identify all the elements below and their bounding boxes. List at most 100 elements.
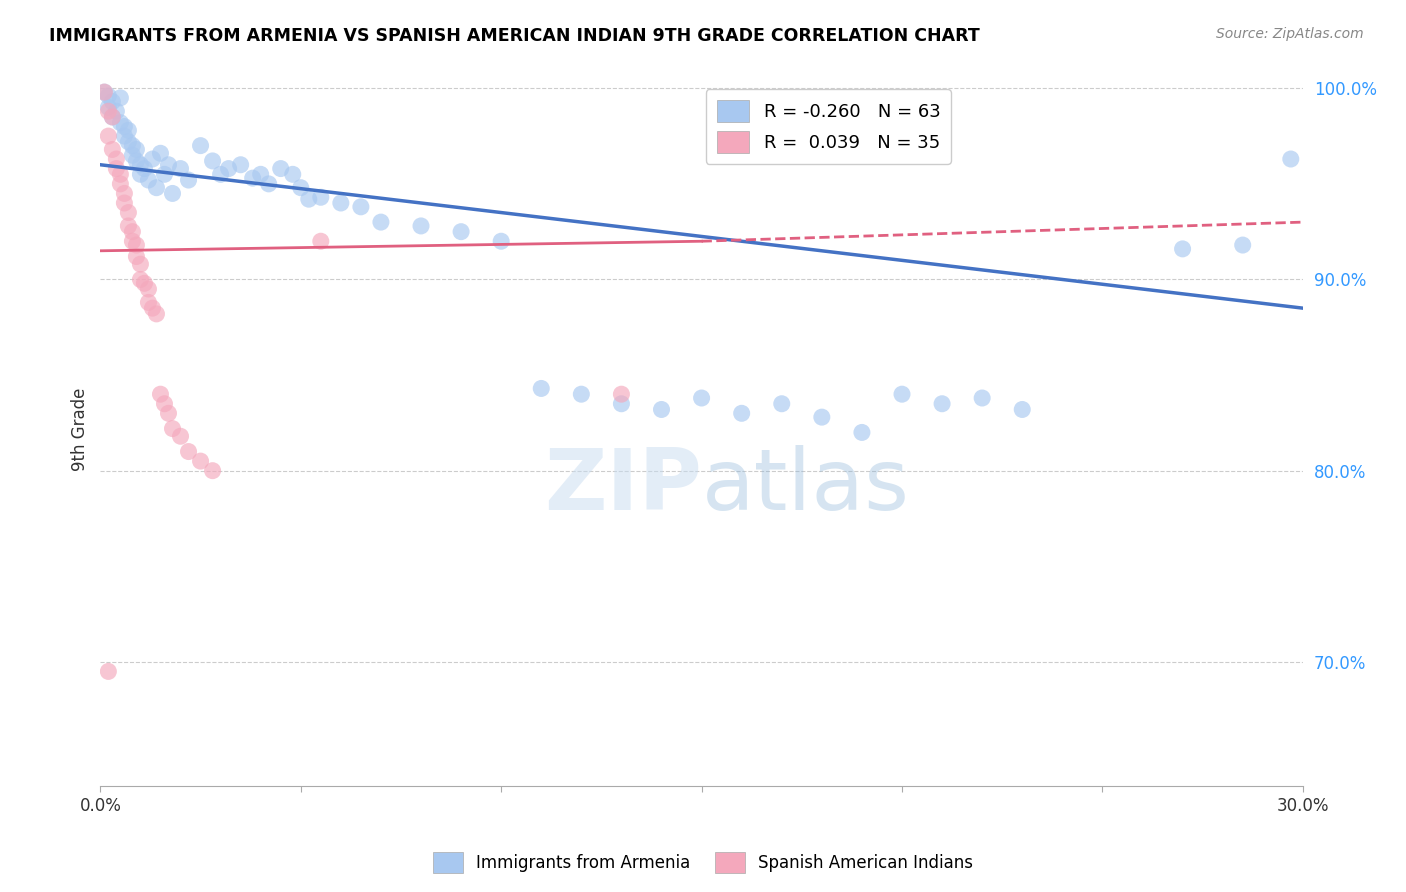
- Point: [138, 282, 160, 296]
- Point: [770, 397, 793, 411]
- Point: [190, 138, 212, 153]
- Point: [110, 177, 132, 191]
- Point: [409, 219, 432, 233]
- Point: [121, 225, 143, 239]
- Point: [121, 148, 143, 162]
- Point: [141, 301, 163, 315]
- Point: [101, 110, 124, 124]
- Point: [125, 143, 148, 157]
- Text: ZIP: ZIP: [544, 445, 702, 528]
- Point: [97, 104, 120, 119]
- Point: [610, 397, 633, 411]
- Point: [129, 167, 152, 181]
- Point: [1011, 402, 1033, 417]
- Point: [105, 104, 128, 119]
- Point: [138, 173, 160, 187]
- Point: [309, 190, 332, 204]
- Point: [1279, 152, 1302, 166]
- Point: [851, 425, 873, 440]
- Point: [93, 85, 115, 99]
- Point: [129, 272, 152, 286]
- Point: [177, 173, 200, 187]
- Point: [125, 238, 148, 252]
- Point: [972, 391, 994, 405]
- Point: [112, 120, 135, 134]
- Point: [110, 116, 132, 130]
- Point: [138, 295, 160, 310]
- Point: [125, 250, 148, 264]
- Point: [229, 158, 252, 172]
- Point: [112, 186, 135, 201]
- Legend: Immigrants from Armenia, Spanish American Indians: Immigrants from Armenia, Spanish America…: [426, 846, 980, 880]
- Point: [249, 167, 271, 181]
- Point: [117, 219, 139, 233]
- Point: [931, 397, 953, 411]
- Point: [450, 225, 472, 239]
- Point: [129, 257, 152, 271]
- Point: [117, 123, 139, 137]
- Point: [101, 143, 124, 157]
- Point: [117, 205, 139, 219]
- Point: [121, 234, 143, 248]
- Point: [190, 454, 212, 468]
- Point: [125, 153, 148, 168]
- Point: [134, 277, 156, 291]
- Point: [530, 381, 553, 395]
- Point: [290, 180, 312, 194]
- Point: [162, 421, 184, 435]
- Point: [1171, 242, 1194, 256]
- Point: [169, 161, 191, 176]
- Point: [309, 234, 332, 248]
- Point: [157, 406, 180, 420]
- Point: [149, 146, 172, 161]
- Y-axis label: 9th Grade: 9th Grade: [72, 388, 89, 471]
- Point: [270, 161, 292, 176]
- Point: [350, 200, 373, 214]
- Point: [121, 138, 143, 153]
- Point: [650, 402, 672, 417]
- Point: [218, 161, 240, 176]
- Point: [489, 234, 512, 248]
- Text: IMMIGRANTS FROM ARMENIA VS SPANISH AMERICAN INDIAN 9TH GRADE CORRELATION CHART: IMMIGRANTS FROM ARMENIA VS SPANISH AMERI…: [49, 27, 980, 45]
- Point: [157, 158, 180, 172]
- Point: [97, 665, 120, 679]
- Point: [242, 171, 264, 186]
- Point: [97, 129, 120, 144]
- Point: [891, 387, 914, 401]
- Point: [93, 85, 115, 99]
- Point: [731, 406, 754, 420]
- Point: [370, 215, 392, 229]
- Point: [281, 167, 304, 181]
- Point: [153, 167, 176, 181]
- Point: [169, 429, 191, 443]
- Point: [177, 444, 200, 458]
- Point: [105, 152, 128, 166]
- Point: [101, 95, 124, 109]
- Text: atlas: atlas: [702, 445, 910, 528]
- Point: [97, 100, 120, 114]
- Point: [145, 180, 167, 194]
- Point: [117, 135, 139, 149]
- Point: [145, 307, 167, 321]
- Point: [110, 91, 132, 105]
- Point: [201, 464, 224, 478]
- Point: [110, 167, 132, 181]
- Point: [811, 410, 834, 425]
- Point: [112, 129, 135, 144]
- Point: [97, 89, 120, 103]
- Point: [329, 196, 352, 211]
- Point: [134, 161, 156, 176]
- Point: [690, 391, 713, 405]
- Point: [141, 152, 163, 166]
- Point: [112, 196, 135, 211]
- Text: Source: ZipAtlas.com: Source: ZipAtlas.com: [1216, 27, 1364, 41]
- Legend: R = -0.260   N = 63, R =  0.039   N = 35: R = -0.260 N = 63, R = 0.039 N = 35: [706, 89, 950, 164]
- Point: [569, 387, 592, 401]
- Point: [105, 161, 128, 176]
- Point: [153, 397, 176, 411]
- Point: [201, 153, 224, 168]
- Point: [610, 387, 633, 401]
- Point: [129, 158, 152, 172]
- Point: [209, 167, 232, 181]
- Point: [1232, 238, 1254, 252]
